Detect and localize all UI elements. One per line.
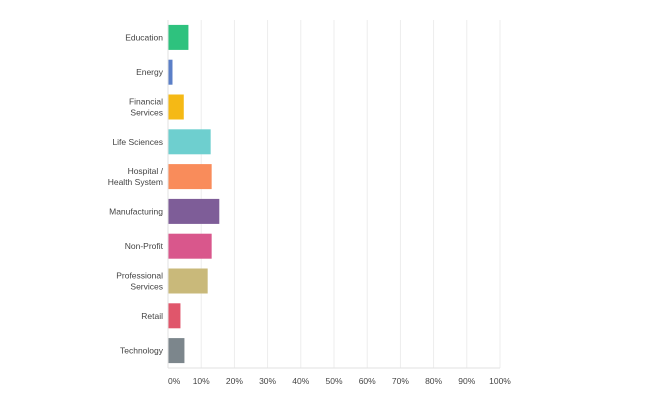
category-label-life-sciences: Life Sciences <box>112 137 163 147</box>
bar-retail <box>168 303 181 329</box>
x-tick-label-30: 30% <box>259 376 276 386</box>
category-label-manufacturing: Manufacturing <box>109 206 163 216</box>
category-label-retail: Retail <box>141 311 163 321</box>
axis <box>167 20 500 369</box>
category-label-line: Hospital / <box>128 166 164 176</box>
bar-financial-services <box>168 94 184 120</box>
x-tick-label-100: 100% <box>489 376 511 386</box>
bar-technology <box>168 338 185 364</box>
bar-manufacturing <box>168 198 220 224</box>
x-tick-label-50: 50% <box>325 376 342 386</box>
category-label-line: Life Sciences <box>112 137 163 147</box>
x-tick-labels: 0% 10% 20% 30% 40% 50% 60% 70% 80% 90% 100% <box>168 376 511 386</box>
category-label-technology: Technology <box>120 346 164 356</box>
bar-hospital-health-system <box>168 164 212 190</box>
category-label-line: Energy <box>136 67 164 77</box>
category-label-line: Non-Profit <box>125 241 164 251</box>
category-label-hospital-health-system: Hospital / Health System <box>108 166 164 187</box>
bar-energy <box>168 59 173 85</box>
category-label-line: Health System <box>108 177 163 187</box>
category-label-professional-services: Professional Services <box>116 271 163 292</box>
category-label-line: Technology <box>120 346 164 356</box>
bars <box>168 24 220 364</box>
category-label-non-profit: Non-Profit <box>125 241 164 251</box>
category-label-line: Education <box>125 32 163 42</box>
category-label-line: Services <box>130 108 163 118</box>
bar-non-profit <box>168 233 212 259</box>
category-label-line: Retail <box>141 311 163 321</box>
x-tick-label-70: 70% <box>392 376 409 386</box>
bar-education <box>168 24 189 50</box>
category-label-financial-services: Financial Services <box>129 97 163 118</box>
bar-professional-services <box>168 268 208 294</box>
x-tick-label-40: 40% <box>292 376 309 386</box>
x-tick-label-80: 80% <box>425 376 442 386</box>
category-label-line: Professional <box>116 271 163 281</box>
category-label-line: Financial <box>129 97 163 107</box>
category-label-line: Manufacturing <box>109 206 163 216</box>
category-label-energy: Energy <box>136 67 164 77</box>
x-tick-label-0: 0% <box>168 376 181 386</box>
x-tick-label-90: 90% <box>458 376 475 386</box>
category-label-line: Services <box>130 282 163 292</box>
x-tick-label-60: 60% <box>359 376 376 386</box>
x-tick-label-10: 10% <box>193 376 210 386</box>
gridlines <box>200 20 501 368</box>
bar-life-sciences <box>168 129 211 155</box>
category-label-education: Education <box>125 32 163 42</box>
x-tick-label-20: 20% <box>226 376 243 386</box>
